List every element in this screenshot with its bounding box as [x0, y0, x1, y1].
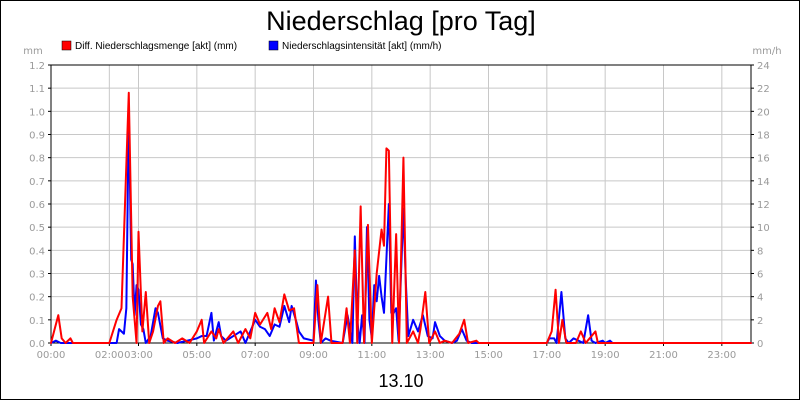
- x-tick-label: 03:00: [124, 350, 153, 361]
- x-tick-label: 23:00: [707, 350, 736, 361]
- series-line-niederschlagsmenge: [50, 91, 752, 344]
- legend-label-menge: Diff. Niederschlagsmenge [akt] (mm): [75, 41, 237, 52]
- y-left-tick-label: 1.1: [29, 84, 45, 95]
- x-tick-label: 02:00: [95, 350, 124, 361]
- y-right-tick-label: 16: [757, 154, 770, 165]
- chart-title: Niederschlag [pro Tag]: [266, 6, 536, 36]
- x-axis-date-label: 13.10: [378, 371, 423, 391]
- x-tick-label: 21:00: [649, 350, 678, 361]
- y-left-tick-label: 1.2: [29, 61, 45, 72]
- x-tick-label: 13:00: [416, 350, 445, 361]
- x-tick-label: 07:00: [241, 350, 270, 361]
- y-left-tick-label: 0.0: [29, 339, 45, 350]
- x-tick-label: 11:00: [357, 350, 386, 361]
- y-left-tick-label: 0.7: [29, 177, 45, 188]
- y-right-tick-label: 4: [757, 293, 763, 304]
- y-right-tick-label: 20: [757, 107, 770, 118]
- legend-swatch-intensitaet: [268, 40, 279, 51]
- y-left-tick-label: 0.3: [29, 270, 45, 281]
- x-tick-label: 15:00: [474, 350, 503, 361]
- y-left-tick-label: 1.0: [29, 107, 45, 118]
- y-left-tick-label: 0.9: [29, 131, 45, 142]
- x-tick-label: 09:00: [299, 350, 328, 361]
- y-right-tick-label: 0: [757, 339, 763, 350]
- y-left-tick-label: 0.4: [29, 246, 45, 257]
- y-left-tick-label: 0.8: [29, 154, 45, 165]
- y-left-tick-label: 0.1: [29, 316, 45, 327]
- x-tick-label: 17:00: [532, 350, 561, 361]
- y-right-tick-label: 6: [757, 270, 763, 281]
- y-right-tick-label: 8: [757, 246, 763, 257]
- y-right-tick-label: 24: [757, 61, 770, 72]
- legend-swatch-menge: [61, 40, 72, 51]
- legend: Diff. Niederschlagsmenge [akt] (mm) Nied…: [61, 40, 442, 52]
- y-left-tick-label: 0.6: [29, 200, 45, 211]
- y-right-tick-label: 12: [757, 200, 770, 211]
- x-tick-label: 00:00: [37, 350, 66, 361]
- y-right-tick-label: 10: [757, 223, 770, 234]
- y-right-tick-label: 22: [757, 84, 770, 95]
- y-left-tick-label: 0.5: [29, 223, 45, 234]
- y-right-tick-label: 18: [757, 131, 770, 142]
- series-lines: [50, 91, 752, 344]
- right-axis-unit: mm/h: [752, 46, 781, 57]
- left-axis-unit: mm: [23, 46, 42, 57]
- y-right-tick-label: 2: [757, 316, 763, 327]
- x-tick-label: 05:00: [182, 350, 211, 361]
- y-left-tick-label: 0.2: [29, 293, 45, 304]
- y-right-tick-label: 14: [757, 177, 770, 188]
- axis-ticks: 00:00 02:00 03:00 05:00 07:00 09:00 11:00 13:00…: [29, 61, 770, 361]
- legend-label-intensitaet: Niederschlagsintensität [akt] (mm/h): [282, 41, 442, 52]
- x-tick-label: 19:00: [591, 350, 620, 361]
